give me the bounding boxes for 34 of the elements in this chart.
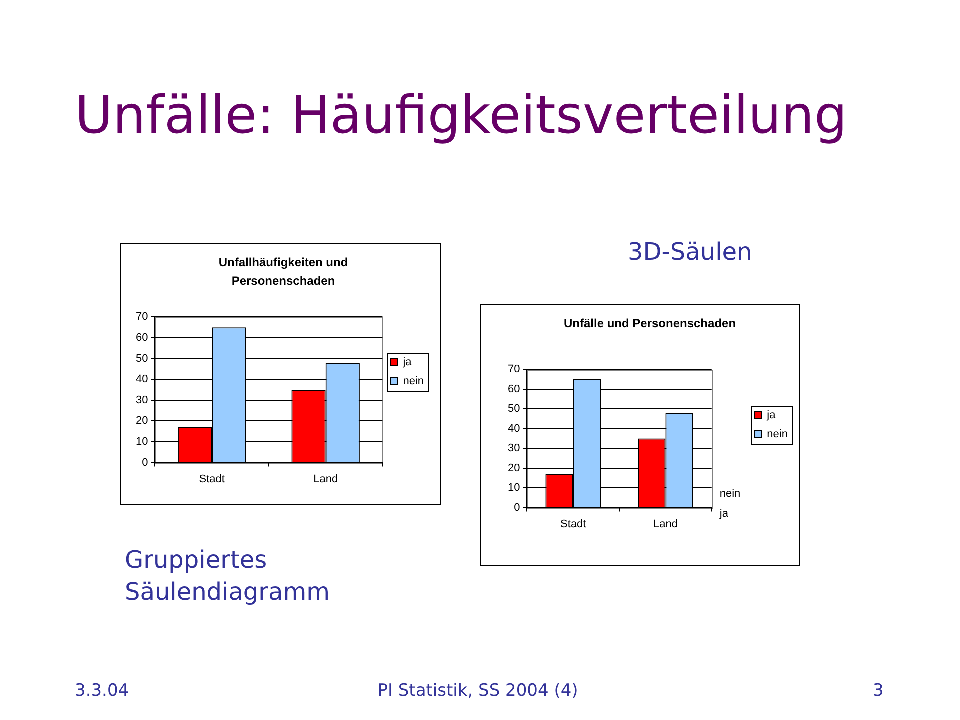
y-tick-label: 20 [508,462,520,474]
y-tick-label: 70 [508,364,520,376]
legend-label: nein [767,428,788,441]
x-tick-label: Land [314,473,338,486]
legend-label: ja [766,410,777,422]
y-tick-label: 0 [514,502,520,514]
chart-title: Unfallhäufigkeiten und Personenschaden [218,256,348,288]
y-tick-label: 20 [136,415,148,428]
y-tick-label: 40 [508,422,520,435]
chart-title: Unfälle und Personenschaden [564,316,736,331]
text: 3 [873,681,884,701]
y-tick-label: 60 [136,332,148,344]
text: Unfälle: Häufigkeitsverteilung [75,86,848,146]
x-tick-label: Stadt [560,518,586,530]
y-tick-label: 50 [508,403,520,416]
legend-label: nein [403,376,424,388]
text: 3D-Säulen [628,238,752,266]
text: ja [718,508,730,520]
x-tick-label: Land [653,518,678,530]
y-tick-label: 50 [136,352,148,365]
y-tick-label: 30 [508,442,520,455]
text: Gruppiertes Säulendiagramm [125,545,331,608]
y-tick-label: 10 [508,482,520,494]
y-tick-label: 40 [136,374,148,386]
y-tick-label: 10 [136,436,148,448]
y-tick-label: 0 [142,456,148,469]
text: 3.3.04 [75,681,130,701]
y-tick-label: 70 [136,311,148,324]
x-tick-label: Stadt [199,473,225,486]
y-tick-label: 30 [136,394,148,406]
text: PI Statistik, SS 2004 (4) [378,681,578,701]
y-tick-label: 60 [508,383,520,396]
text: nein [720,488,741,500]
legend-label: ja [402,356,413,369]
